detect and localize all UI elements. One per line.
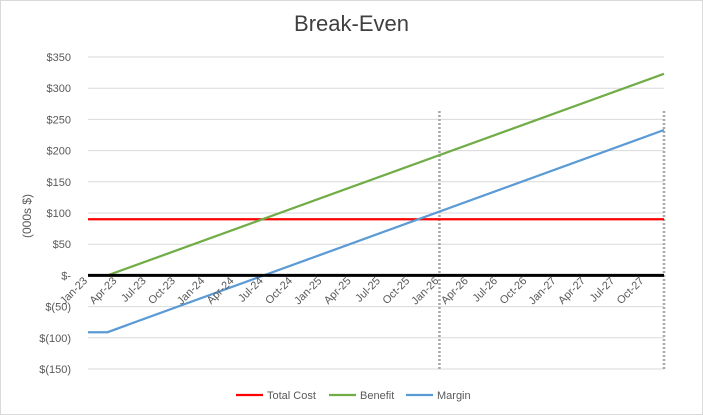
y-tick-label: $- [61, 270, 71, 282]
x-tick-label: Jul-27 [588, 275, 618, 305]
chart-title: Break-Even [294, 11, 409, 36]
y-tick-label: $(100) [39, 333, 71, 345]
y-tick-label: $200 [47, 146, 71, 158]
x-tick-label: Oct-25 [380, 275, 412, 307]
y-axis-title: (000s $) [20, 194, 34, 238]
x-tick-label: Jan-26 [409, 275, 441, 307]
series-line-margin [88, 128, 665, 334]
x-tick-label: Jan-27 [526, 275, 558, 307]
y-tick-labels: $350 $300 $250 $200 $150 $100 $50 $- $(50) $(100)… [39, 52, 71, 376]
x-tick-label: Apr-24 [205, 275, 237, 307]
y-tick-label: $(150) [39, 364, 71, 376]
y-tick-label: $(50) [45, 302, 71, 314]
x-tick-label: Apr-25 [322, 275, 354, 307]
x-tick-label: Oct-24 [263, 275, 295, 307]
x-tick-label: Oct-27 [615, 275, 647, 307]
y-tick-label: $300 [47, 83, 71, 95]
y-tick-label: $150 [47, 177, 71, 189]
x-tick-label: Oct-23 [146, 275, 178, 307]
legend-label: Margin [437, 390, 471, 402]
x-tick-label: Oct-26 [498, 275, 530, 307]
reference-lines [438, 111, 666, 369]
legend-label: Benefit [360, 390, 394, 402]
x-tick-label: Jan-25 [292, 275, 324, 307]
x-tick-label: Jul-25 [353, 275, 383, 305]
y-tick-label: $350 [47, 52, 71, 64]
x-tick-label: Jul-26 [470, 275, 500, 305]
y-tick-label: $250 [47, 114, 71, 126]
x-tick-label: Apr-23 [88, 275, 120, 307]
x-tick-label: Jul-23 [119, 275, 149, 305]
y-tick-label: $100 [47, 208, 71, 220]
gridlines [88, 56, 664, 370]
legend-label: Total Cost [267, 390, 316, 402]
legend: Total Cost Benefit Margin [236, 390, 471, 402]
series-line-benefit [88, 72, 665, 277]
y-tick-label: $50 [53, 239, 71, 251]
x-tick-label: Apr-27 [556, 275, 588, 307]
x-tick-label: Apr-26 [439, 275, 471, 307]
